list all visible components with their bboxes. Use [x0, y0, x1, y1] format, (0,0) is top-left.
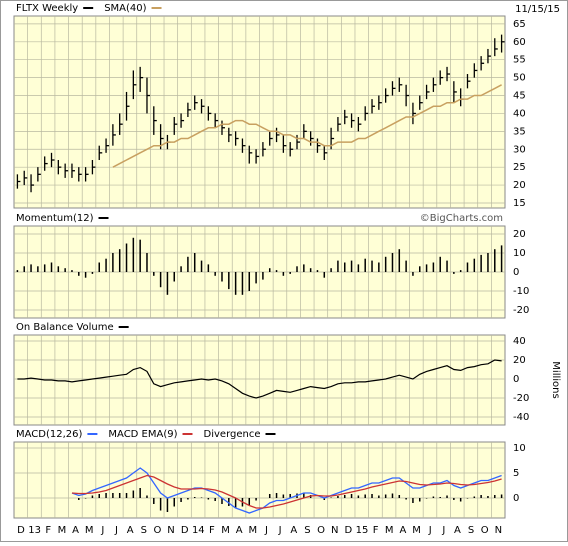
x-tick-label: O: [153, 525, 161, 536]
sma-line: [112, 84, 502, 168]
x-tick-label: J: [114, 525, 118, 536]
y-tick-label: 40: [513, 108, 526, 119]
y-tick-label: 0: [513, 267, 519, 278]
x-tick-label: M: [412, 525, 421, 536]
y-tick-label: 20: [513, 180, 526, 191]
x-tick-label: M: [58, 525, 67, 536]
legend-label: On Balance Volume: [16, 322, 114, 333]
x-tick-label: S: [468, 525, 474, 536]
y-tick-label: 10: [513, 248, 526, 259]
x-tick-label: 15: [356, 525, 369, 536]
x-tick-label: O: [481, 525, 489, 536]
x-tick-label: F: [45, 525, 51, 536]
x-tick-label: A: [236, 525, 243, 536]
y-tick-label: 15: [513, 198, 526, 209]
x-tick-label: O: [317, 525, 325, 536]
y-tick-label: 0: [513, 493, 519, 504]
x-tick-label: M: [221, 525, 230, 536]
y-tick-label: 10: [513, 443, 526, 454]
x-tick-label: A: [399, 525, 406, 536]
y-tick-label: 35: [513, 126, 526, 137]
x-tick-label: D: [181, 525, 189, 536]
y-tick-label: -20: [513, 305, 529, 316]
y-tick-label: 5: [513, 468, 519, 479]
x-tick-label: M: [249, 525, 258, 536]
x-tick-label: N: [495, 525, 502, 536]
y-tick-label: 45: [513, 91, 526, 102]
x-tick-label: J: [100, 525, 104, 536]
x-tick-label: S: [141, 525, 147, 536]
y-tick-label: 0: [513, 374, 519, 385]
legend-label: MACD EMA(9): [108, 429, 177, 440]
x-tick-label: J: [428, 525, 432, 536]
x-tick-label: N: [331, 525, 338, 536]
y-tick-label: -40: [513, 412, 529, 423]
y-tick-label: 20: [513, 355, 526, 366]
y-tick-label: 20: [513, 229, 526, 240]
x-tick-label: J: [264, 525, 268, 536]
x-tick-label: D: [344, 525, 352, 536]
y-axis-label: Millions: [550, 361, 561, 398]
x-tick-label: J: [278, 525, 282, 536]
x-tick-label: N: [167, 525, 174, 536]
x-tick-label: 13: [28, 525, 41, 536]
y-tick-label: 30: [513, 144, 526, 155]
x-tick-label: A: [127, 525, 134, 536]
y-tick-label: 50: [513, 73, 526, 84]
x-tick-label: F: [373, 525, 379, 536]
x-tick-label: J: [441, 525, 445, 536]
x-tick-label: M: [85, 525, 94, 536]
x-tick-label: A: [72, 525, 79, 536]
y-tick-label: 65: [513, 19, 526, 30]
legend-label: Divergence: [204, 429, 261, 440]
y-tick-label: -10: [513, 286, 529, 297]
y-tick-label: 40: [513, 336, 526, 347]
y-tick-label: 25: [513, 162, 526, 173]
x-tick-label: A: [290, 525, 297, 536]
legend-label: SMA(40): [104, 3, 146, 14]
legend-label: FLTX Weekly: [16, 3, 78, 14]
x-tick-label: M: [385, 525, 394, 536]
y-tick-label: -20: [513, 393, 529, 404]
x-tick-label: A: [454, 525, 461, 536]
y-tick-label: 60: [513, 37, 526, 48]
x-tick-label: F: [209, 525, 215, 536]
x-tick-label: S: [304, 525, 310, 536]
x-tick-label: D: [17, 525, 25, 536]
y-tick-label: 55: [513, 55, 526, 66]
header-date: 11/15/15: [515, 4, 560, 15]
watermark: ©BigCharts.com: [420, 213, 503, 224]
ema-line: [71, 474, 502, 509]
legend-label: MACD(12,26): [16, 429, 83, 440]
obv-line: [17, 359, 502, 399]
legend-label: Momentum(12): [16, 213, 94, 224]
x-tick-label: 14: [192, 525, 205, 536]
